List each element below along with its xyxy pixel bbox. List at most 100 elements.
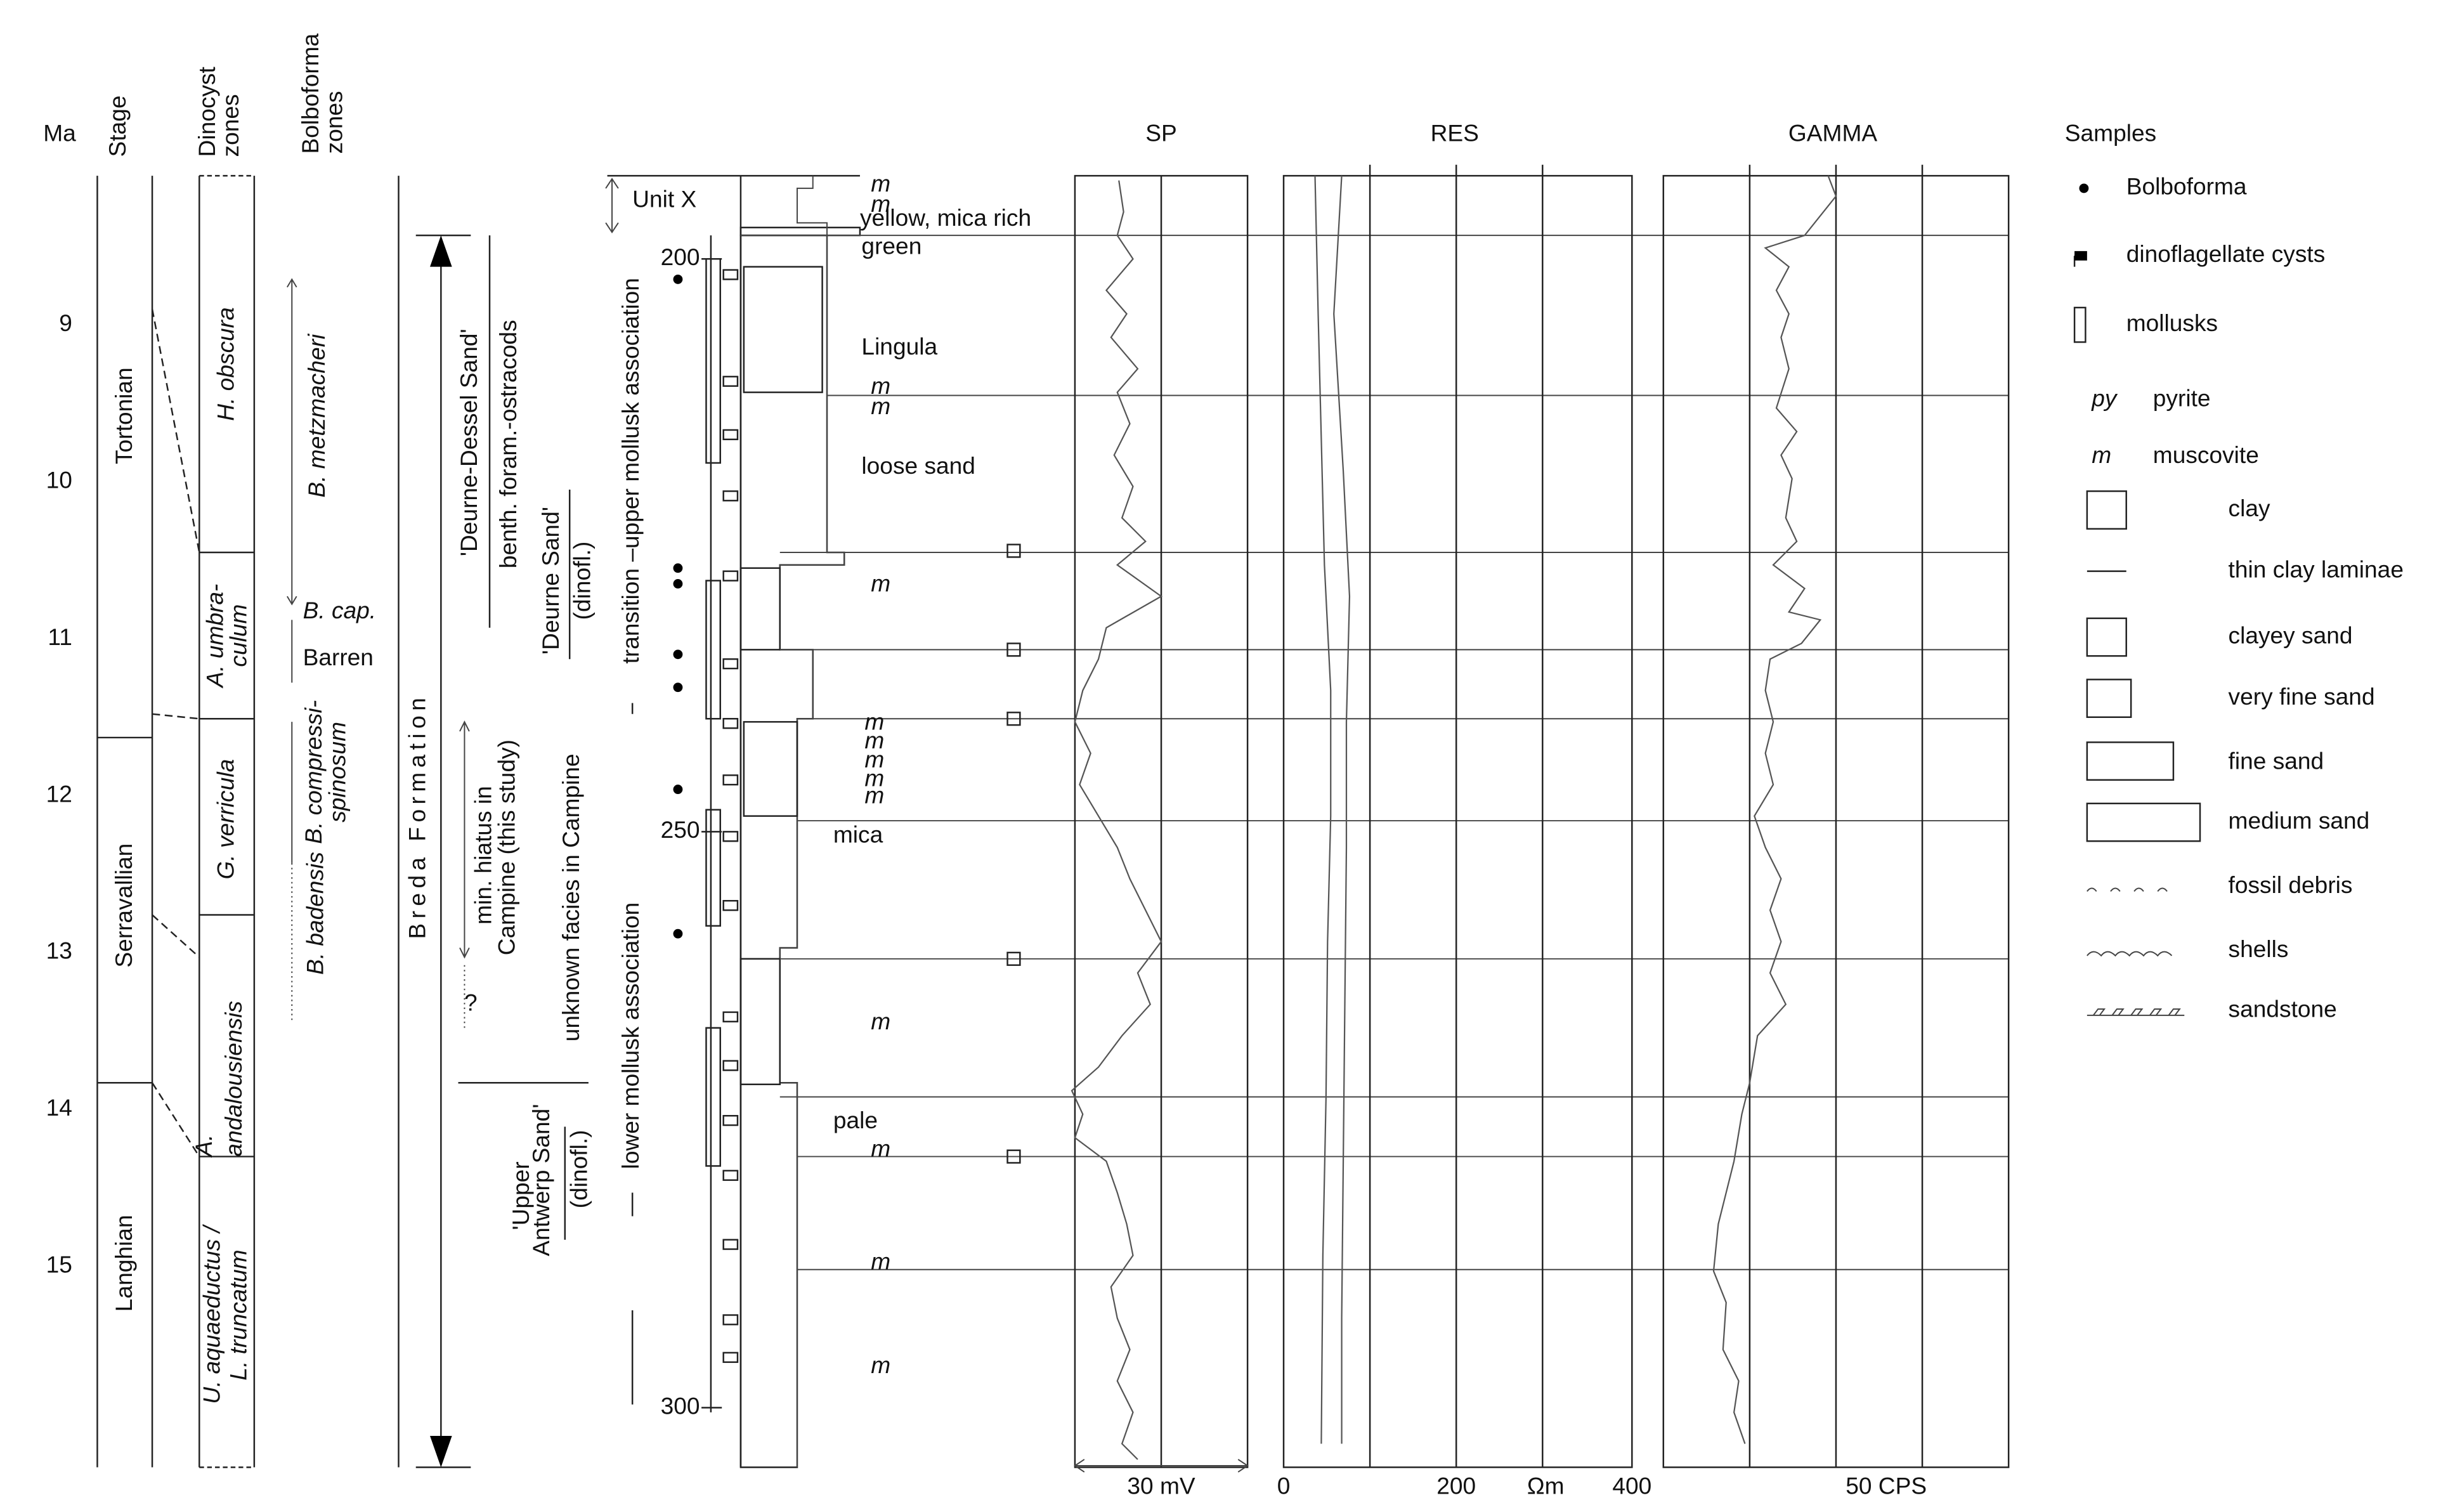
samples [722,1352,739,1363]
samples [1006,544,1021,558]
legend-label: mollusks [2126,310,2218,336]
scale-label: Ωm [1527,1472,1565,1499]
legend-label: muscovite [2153,441,2259,468]
log-curves [1071,180,1163,1460]
samples [722,1314,739,1326]
samples [722,490,739,502]
legend-label: clay [2229,495,2270,521]
stage-label: Serravallian [110,844,137,968]
samples [722,269,739,280]
column-header: Samples [2065,120,2156,147]
samples [722,375,739,387]
scale-label: 30 mV [1127,1472,1195,1499]
depth-tick-label: 200 [661,244,700,270]
lithology-note: m [871,393,890,419]
ma-tick-label: 11 [48,623,72,650]
formation-label: Breda Formation [403,693,430,939]
samples [722,1170,739,1181]
log-curves [1712,175,1837,1444]
frame-lines [743,266,823,393]
frame-lines [605,178,619,233]
lithology-note: m [871,170,890,197]
zone-label: A. umbra- [201,584,228,689]
stage-label: Langhian [110,1215,137,1312]
legend-symbols [2086,617,2127,657]
zone-label: B. compressi- [300,700,327,844]
samples [673,649,683,660]
samples [673,929,683,939]
samples [722,1060,739,1071]
frame-lines [705,580,721,720]
zone-label: B. metzmacheri [303,333,330,498]
column-header: RES [1431,120,1479,147]
legend-label: clayey sand [2229,622,2353,648]
unit-label: lower mollusk association [617,903,644,1170]
unit-label: transition –upper mollusk association [617,278,644,663]
lithology-note: m [871,1008,890,1034]
column-header: SP [1145,120,1177,147]
frame-lines [739,567,781,651]
frame-lines [459,720,470,959]
legend-symbols [2086,802,2201,842]
legend-symbols [2087,887,2168,892]
lithology-note: m [871,1135,890,1161]
unit-label: unknown facies in Campine [557,753,584,1041]
frame-lines [1748,164,1924,1468]
lithology-note: m [864,765,884,792]
samples [1006,951,1021,966]
frame-lines [739,234,845,1468]
column-header: Stage [104,95,131,157]
unit-label: (dinofl.) [568,542,595,620]
zone-label: B. cap. [303,597,377,623]
column-header: Bolboforma [297,33,323,153]
column-header: Dinocyst [193,66,220,157]
samples [722,570,739,582]
legend-symbols [2073,306,2087,343]
lithology-note: loose sand [861,452,975,479]
legend-label: thin clay laminae [2229,556,2404,582]
samples [673,275,683,284]
lithology-note: green [861,233,921,259]
legend-label: very fine sand [2229,683,2375,710]
zone-label: U. aquaeductus / [198,1224,225,1404]
unit-label: benth. foram.-ostracods [495,320,521,568]
zone-label: A. [190,1135,217,1158]
scale-label: 200 [1436,1472,1476,1499]
unit-label: Unit X [632,186,696,212]
frame-lines [1282,174,1633,1468]
log-curves [1071,175,1837,1460]
ma-tick-label: 10 [46,466,72,493]
lithology-note: yellow, mica rich [860,204,1031,231]
log-curves [1333,176,1351,1444]
scale-label: 400 [1612,1472,1651,1499]
lithology-note: m [871,190,890,217]
legend-label: Bolboforma [2126,173,2247,200]
unit-label: 'Deurne-Dessel Sand' [455,329,482,556]
ma-tick-label: 12 [46,780,72,807]
legend-label: fossil debris [2229,871,2353,898]
unit-label: 'Upper [507,1161,534,1230]
ma-tick-label: 9 [59,310,72,336]
lithology-note: m [864,727,884,753]
samples [722,774,739,786]
unit-label: ? [464,989,478,1015]
zone-label: culum [225,604,251,667]
samples [722,1114,739,1126]
legend-symbols [2073,183,2201,1016]
legend-label: sandstone [2229,995,2337,1022]
lithology-note: m [864,708,884,734]
unit-label: Antwerp Sand' [528,1104,554,1256]
legend-label: fine sand [2229,747,2324,774]
samples [722,831,739,842]
lithology-note: m [864,782,884,809]
legend-symbols [2086,679,2132,718]
samples [673,269,1021,1363]
legend-symbol: py [2091,385,2118,412]
legend-symbols [2079,183,2089,193]
samples [722,1239,739,1250]
zone-label: andalousiensis [220,1001,247,1157]
zone-label: spinosum [323,722,350,823]
samples [673,682,683,693]
